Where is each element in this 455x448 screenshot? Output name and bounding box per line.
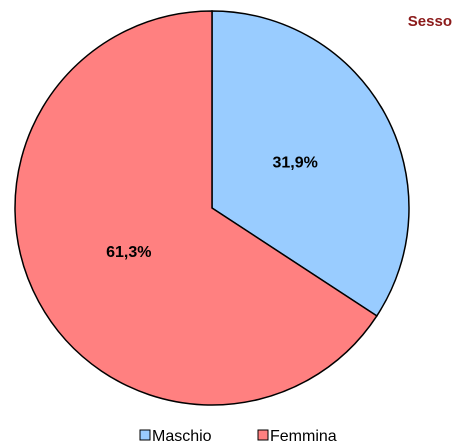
legend-label: Maschio — [152, 428, 212, 445]
legend-swatch — [139, 429, 151, 441]
legend-label: Femmina — [270, 428, 337, 445]
pie-slice — [14, 10, 378, 406]
value-label: 31,9% — [272, 154, 317, 171]
value-label: 61,3% — [106, 244, 151, 261]
chart-title: Sesso — [408, 13, 452, 30]
legend-swatch — [257, 429, 269, 441]
